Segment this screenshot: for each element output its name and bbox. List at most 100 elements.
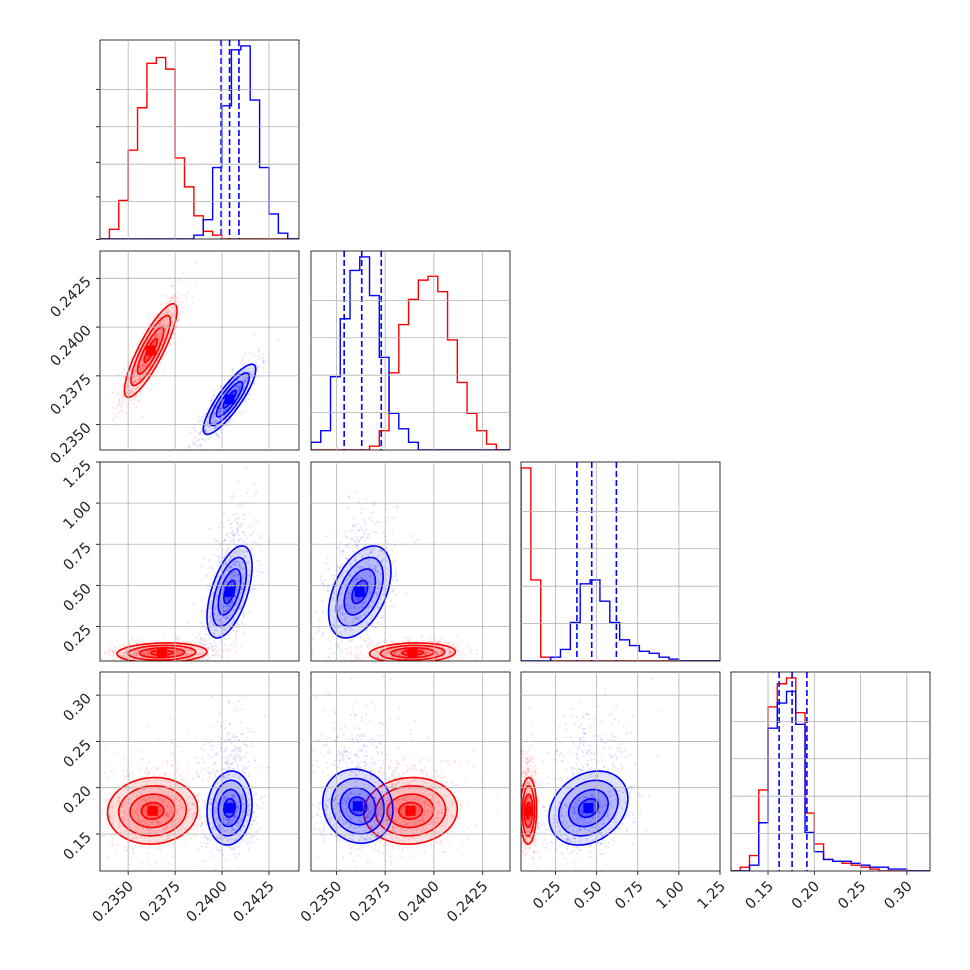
scatter-panel-3-4 [520, 671, 721, 872]
panel-2-3-grid [311, 462, 510, 661]
x-tick-label: 0.25 [530, 879, 564, 913]
panel-background [521, 462, 720, 661]
scatter-panel-2-4 [310, 671, 511, 872]
hist-panel-2 [310, 250, 511, 451]
x-tick-label: 0.2425 [231, 879, 278, 926]
y-tick-label: 0.25 [61, 622, 95, 656]
x-tick-label: 0.2375 [347, 879, 394, 926]
y-tick-label: 0.75 [61, 540, 95, 574]
peak-blue [354, 586, 365, 597]
peak-red [156, 647, 167, 658]
panel-background [100, 251, 299, 450]
y-tick-label: 0.50 [61, 581, 95, 615]
hist-4-grid [731, 672, 930, 871]
panel-frame [730, 671, 931, 872]
panel-1-4-grid [100, 672, 299, 871]
contours-blue [548, 770, 629, 846]
histogram-blue [311, 256, 510, 450]
panel-background [731, 672, 930, 871]
x-tick-label: 0.2350 [298, 879, 345, 926]
panel-background [100, 40, 299, 239]
scatter-panel-1-3 [99, 461, 300, 662]
panel-frame [310, 671, 511, 872]
y-tick-label: 0.25 [61, 737, 95, 771]
contours-blue [206, 770, 253, 846]
peak-blue [224, 586, 235, 597]
y-tick-label: 0.2375 [48, 371, 95, 418]
x-tick-label: 0.20 [789, 879, 823, 913]
histogram-red [731, 677, 930, 871]
y-tick-label: 0.2400 [48, 323, 95, 370]
x-tick-label: 0.2425 [444, 879, 491, 926]
panel-1-2-grid [100, 251, 299, 450]
scatter-panel-1-4 [99, 671, 300, 872]
x-tick-label: 1.25 [695, 879, 729, 913]
panel-frame [99, 250, 300, 451]
hist-panel-3 [520, 461, 721, 662]
hist-1-grid [100, 40, 299, 239]
x-axis-param-1: 0.2350 0.2375 0.2400 0.2425 [90, 871, 278, 926]
y-tick-label: 1.00 [61, 499, 95, 533]
x-tick-label: 0.2400 [184, 879, 231, 926]
hist-2-grid [311, 251, 510, 450]
hist-3-grid [521, 462, 720, 661]
y-tick-label: 0.2350 [48, 420, 95, 467]
panel-background [100, 462, 299, 661]
y-tick-label: 0.2425 [48, 274, 95, 321]
histogram-blue [521, 579, 720, 661]
x-tick-label: 0.2350 [90, 879, 137, 926]
panel-1-3-grid [100, 462, 299, 661]
x-tick-label: 0.75 [612, 879, 646, 913]
panel-frame [99, 671, 300, 872]
panel-background [100, 672, 299, 871]
hist-panel-4 [730, 671, 931, 872]
panel-background [311, 462, 510, 661]
x-tick-label: 0.50 [571, 879, 605, 913]
scatter-panel-2-3 [310, 461, 511, 662]
histogram-red [311, 275, 510, 450]
peak-blue [583, 803, 594, 814]
y-tick-label: 0.20 [61, 783, 95, 817]
x-tick-label: 0.2400 [396, 879, 443, 926]
panel-frame [520, 461, 721, 662]
x-tick-label: 1.00 [654, 879, 688, 913]
panel-frame [310, 461, 511, 662]
y-tick-label: 1.25 [61, 458, 95, 492]
peak-red [405, 805, 416, 816]
contours-red [521, 776, 538, 845]
peak-blue [224, 803, 235, 814]
scatter-panel-1-2 [99, 250, 300, 451]
y-axis-param-3: 0.25 0.50 0.75 1.00 1.25 [61, 458, 100, 656]
peak-red [145, 345, 156, 356]
peak-blue [352, 801, 363, 812]
x-axis-param-3: 0.25 0.50 0.75 1.00 1.25 [530, 871, 729, 913]
peak-red [523, 805, 534, 816]
histogram-red [521, 467, 720, 661]
panel-frame [520, 671, 721, 872]
panel-frame [99, 39, 300, 240]
hist-panel-1 [96, 39, 300, 240]
contours-red [123, 302, 178, 399]
contours-blue [321, 768, 394, 844]
y-axis-param-4: 0.15 0.20 0.25 0.30 [61, 691, 100, 864]
panel-frame [310, 250, 511, 451]
y-tick-label: 0.30 [61, 691, 95, 725]
x-tick-label: 0.25 [835, 879, 869, 913]
x-tick-label: 0.15 [743, 879, 777, 913]
x-tick-label: 0.30 [882, 879, 916, 913]
x-tick-label: 0.2375 [137, 879, 184, 926]
peak-blue [224, 394, 235, 405]
peak-red [147, 805, 158, 816]
peak-red [407, 647, 418, 658]
x-axis-param-4: 0.15 0.20 0.25 0.30 [743, 871, 916, 913]
panel-2-4-grid [311, 672, 510, 871]
contours-red [106, 776, 199, 845]
panel-3-4-grid [521, 672, 720, 871]
panel-frame [99, 461, 300, 662]
x-axis-param-2: 0.2350 0.2375 0.2400 0.2425 [298, 871, 492, 926]
contours-blue [327, 545, 392, 639]
y-tick-label: 0.15 [61, 829, 95, 863]
panel-background [521, 672, 720, 871]
